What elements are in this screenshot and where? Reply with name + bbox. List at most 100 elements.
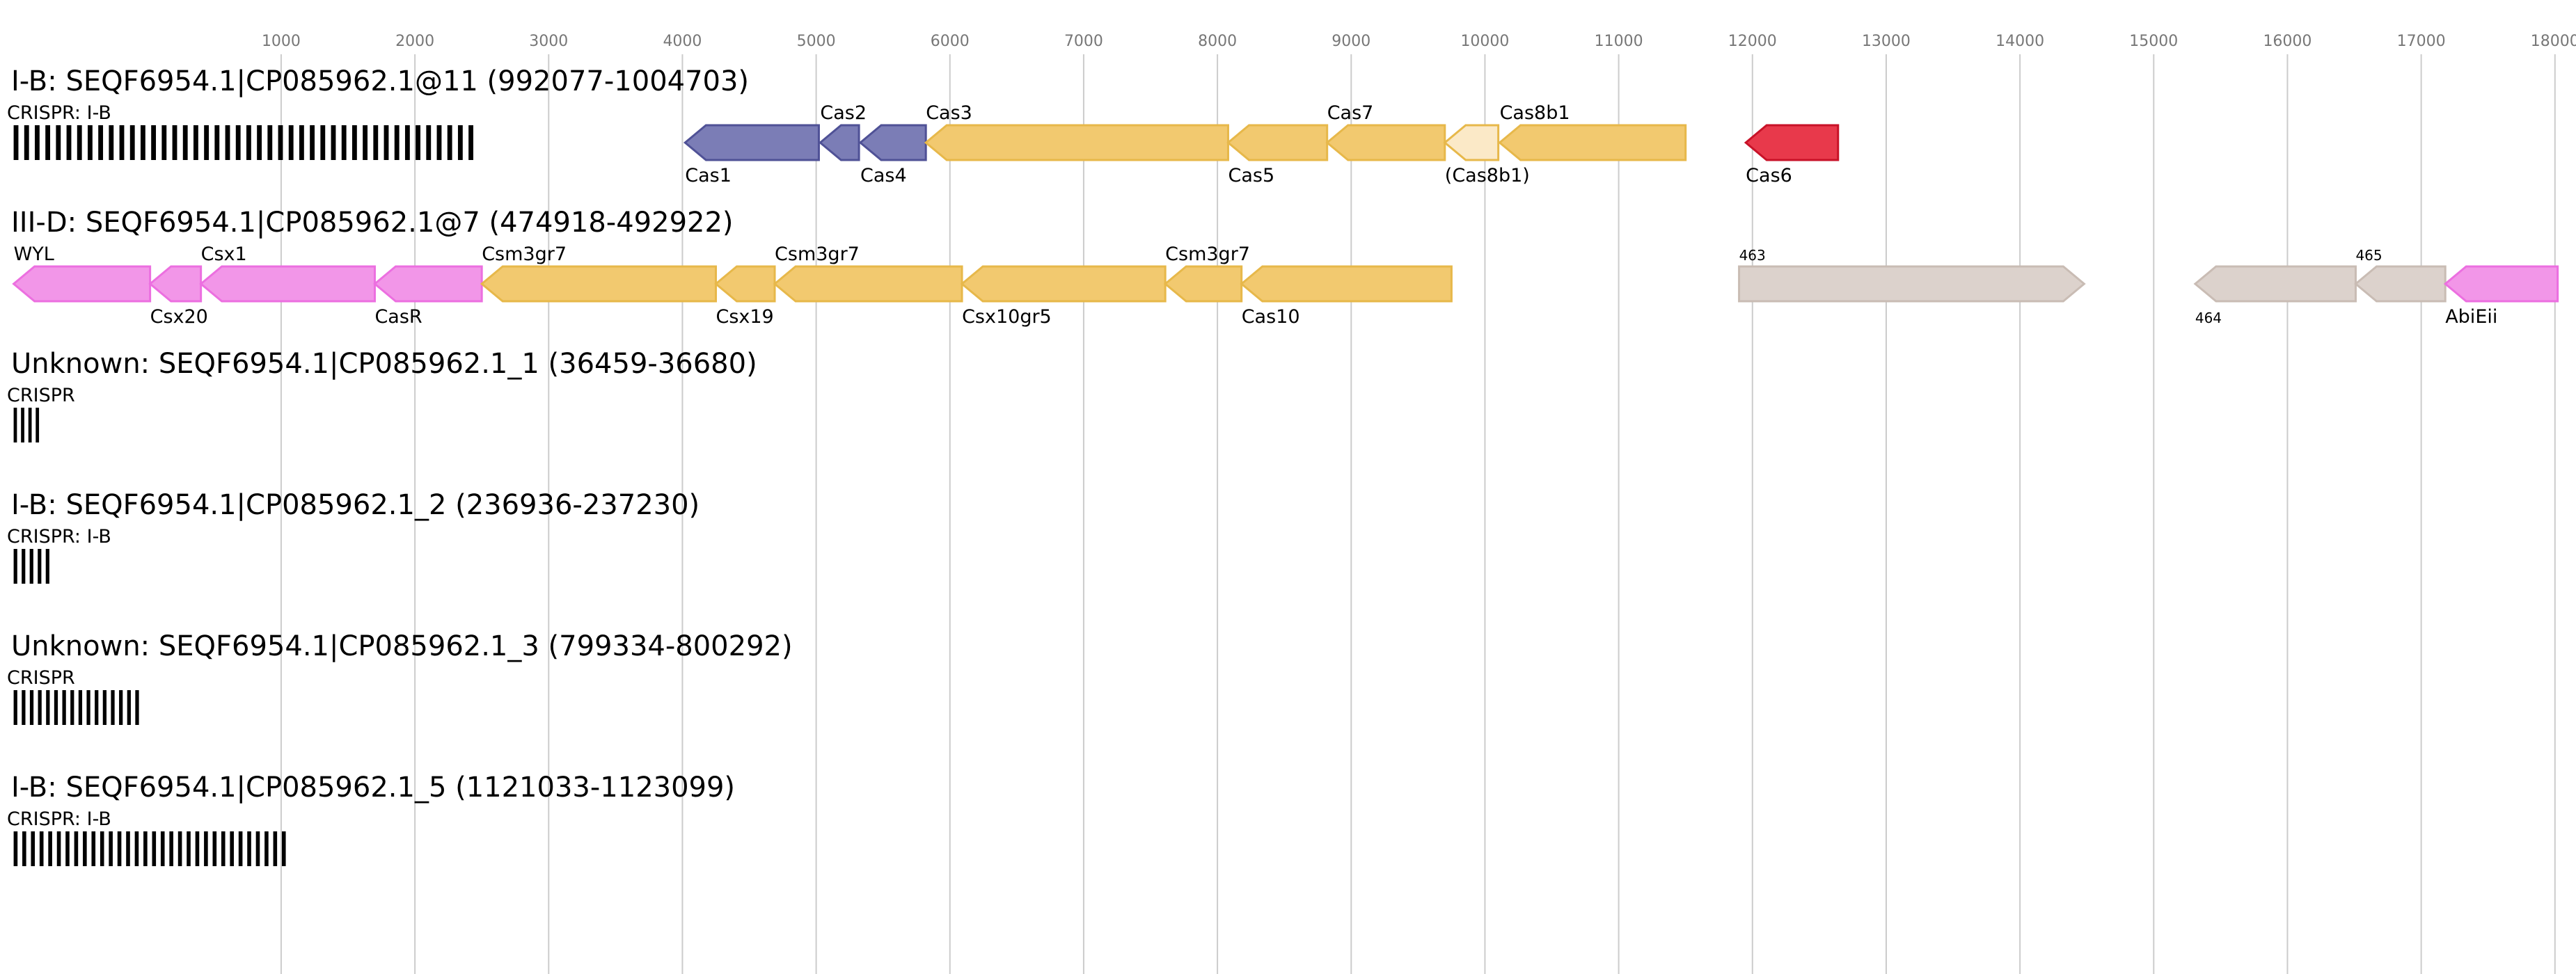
gene-label: Csx1 bbox=[201, 244, 247, 265]
crispr-repeat bbox=[13, 831, 18, 866]
track-title: III-D: SEQF6954.1|CP085962.1@7 (474918-4… bbox=[11, 207, 734, 239]
crispr-array bbox=[13, 831, 286, 866]
gene-arrow bbox=[1226, 124, 1329, 161]
axis-tick-label: 18000 bbox=[2531, 33, 2576, 50]
crispr-repeat bbox=[46, 690, 50, 725]
gene-label: 463 bbox=[1739, 247, 1766, 264]
crispr-repeat bbox=[160, 831, 165, 866]
axis-tick-label: 8000 bbox=[1198, 33, 1237, 50]
crispr-repeat bbox=[91, 831, 96, 866]
crispr-repeat bbox=[119, 125, 125, 160]
locus-track: III-D: SEQF6954.1|CP085962.1@7 (474918-4… bbox=[11, 207, 2559, 328]
crispr-repeat bbox=[13, 549, 17, 584]
axis-tick-label: 15000 bbox=[2129, 33, 2178, 50]
gene-arrow bbox=[1443, 124, 1500, 161]
crispr-repeat bbox=[109, 125, 114, 160]
axis-tick-label: 3000 bbox=[529, 33, 568, 50]
crispr-repeat bbox=[54, 690, 58, 725]
crispr-repeat bbox=[169, 831, 173, 866]
crispr-repeat bbox=[341, 125, 347, 160]
crispr-repeat bbox=[22, 831, 26, 866]
crispr-repeat bbox=[98, 125, 104, 160]
axis-tick-label: 6000 bbox=[931, 33, 970, 50]
crispr-repeat bbox=[35, 125, 40, 160]
crispr-repeat bbox=[416, 125, 420, 160]
crispr-repeat bbox=[257, 125, 262, 160]
crispr-repeat bbox=[48, 831, 52, 866]
track-title: I-B: SEQF6954.1|CP085962.1_5 (1121033-11… bbox=[11, 772, 735, 804]
crispr-repeat bbox=[95, 690, 99, 725]
crispr-repeat bbox=[13, 125, 19, 160]
crispr-repeat bbox=[288, 125, 294, 160]
crispr-repeat bbox=[267, 125, 273, 160]
crispr-repeat bbox=[384, 125, 389, 160]
gene-label: Csm3gr7 bbox=[482, 244, 567, 265]
gene-label: (Cas8b1) bbox=[1445, 165, 1530, 186]
gene-arrow bbox=[1498, 124, 1687, 161]
crispr-repeat bbox=[426, 125, 432, 160]
crispr-array-label: CRISPR: I-B bbox=[7, 808, 111, 830]
crispr-array bbox=[13, 408, 40, 442]
gene-label: CasR bbox=[374, 306, 422, 328]
crispr-repeat bbox=[193, 125, 198, 160]
gene-arrow bbox=[960, 265, 1167, 303]
crispr-repeat bbox=[35, 408, 40, 442]
crispr-repeat bbox=[394, 125, 400, 160]
gene-label: Cas5 bbox=[1228, 165, 1274, 186]
crispr-repeat bbox=[86, 690, 90, 725]
crispr-repeat bbox=[77, 125, 82, 160]
crispr-repeat bbox=[56, 831, 61, 866]
crispr-repeat bbox=[87, 125, 93, 160]
crispr-repeat bbox=[230, 831, 234, 866]
gene-arrow bbox=[2443, 265, 2559, 303]
axis-tick-label: 2000 bbox=[395, 33, 434, 50]
crispr-repeat bbox=[56, 125, 61, 160]
gene-arrow bbox=[373, 265, 483, 303]
crispr-repeat bbox=[299, 125, 304, 160]
crispr-array-label: CRISPR: I-B bbox=[7, 102, 111, 124]
crispr-repeat bbox=[135, 690, 139, 725]
locus-track: I-B: SEQF6954.1|CP085962.1_5 (1121033-11… bbox=[7, 772, 735, 866]
crispr-repeat bbox=[281, 831, 286, 866]
crispr-repeat bbox=[255, 831, 260, 866]
crispr-repeat bbox=[247, 831, 251, 866]
crispr-array bbox=[13, 690, 139, 725]
crispr-repeat bbox=[13, 690, 17, 725]
gene-arrow bbox=[1240, 265, 1453, 303]
gene-label: Cas2 bbox=[820, 102, 867, 124]
crispr-repeat bbox=[373, 125, 379, 160]
gene-label: Cas7 bbox=[1327, 102, 1374, 124]
crispr-repeat bbox=[13, 408, 17, 442]
axis-tick-label: 5000 bbox=[797, 33, 836, 50]
locus-track: I-B: SEQF6954.1|CP085962.1_2 (236936-237… bbox=[7, 489, 700, 584]
crispr-repeat bbox=[109, 831, 113, 866]
crispr-repeat bbox=[78, 690, 83, 725]
crispr-repeat bbox=[21, 408, 24, 442]
gene-label: Csx20 bbox=[150, 306, 208, 328]
crispr-repeat bbox=[221, 831, 226, 866]
crispr-repeat bbox=[70, 690, 74, 725]
crispr-repeat bbox=[102, 690, 107, 725]
crispr-repeat bbox=[161, 125, 167, 160]
locus-track: Unknown: SEQF6954.1|CP085962.1_3 (799334… bbox=[7, 630, 793, 725]
crispr-repeat bbox=[278, 125, 283, 160]
axis-tick-label: 7000 bbox=[1064, 33, 1103, 50]
gene-arrow bbox=[773, 265, 963, 303]
gene-label: AbiEii bbox=[2445, 306, 2497, 328]
crispr-repeat bbox=[100, 831, 104, 866]
crispr-repeat bbox=[212, 831, 217, 866]
gene-arrow bbox=[1738, 265, 2086, 303]
crispr-repeat bbox=[29, 690, 34, 725]
crispr-repeat bbox=[45, 125, 51, 160]
crispr-repeat bbox=[468, 125, 473, 160]
gene-label: Cas10 bbox=[1242, 306, 1300, 328]
gene-label: Cas8b1 bbox=[1500, 102, 1570, 124]
crispr-repeat bbox=[117, 831, 122, 866]
gene-arrow bbox=[924, 124, 1229, 161]
crispr-repeat bbox=[177, 831, 182, 866]
gene-arrow bbox=[12, 265, 152, 303]
crispr-repeat bbox=[320, 125, 326, 160]
gene-label: Cas4 bbox=[860, 165, 907, 186]
gene-arrow bbox=[1163, 265, 1243, 303]
